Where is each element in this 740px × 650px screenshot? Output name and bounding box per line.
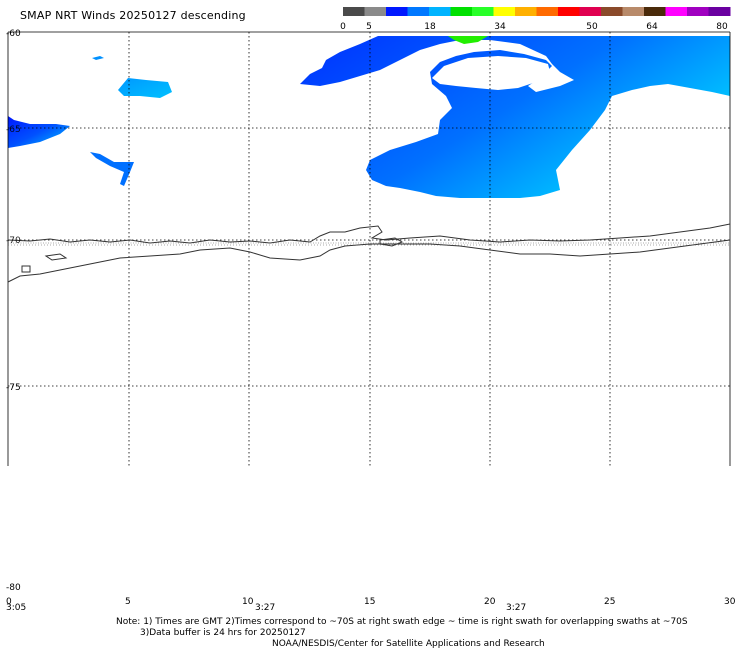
colorbar-swatch — [493, 7, 516, 16]
ice-shelf-hatch — [8, 242, 730, 246]
wind-patch-1 — [118, 78, 172, 98]
lat-label-60: -60 — [6, 29, 21, 39]
colorbar-swatch — [407, 7, 430, 16]
lat-label-80: -80 — [6, 583, 21, 593]
colorbar-swatch — [708, 7, 731, 16]
colorbar — [343, 7, 731, 16]
colorbar-swatch — [429, 7, 451, 16]
lon-label-5: 5 — [125, 597, 131, 607]
time-labels: 3:05 3:27 3:27 — [6, 603, 526, 613]
note-line-2: 3)Data buffer is 24 hrs for 20250127 — [140, 628, 306, 638]
time-label-2: 3:27 — [255, 603, 275, 613]
colorbar-label-50: 50 — [586, 22, 598, 32]
wind-patch-3 — [8, 116, 70, 148]
colorbar-swatch — [687, 7, 709, 16]
graticule — [8, 32, 730, 466]
colorbar-swatch — [472, 7, 494, 16]
lat-label-65: -65 — [6, 125, 21, 135]
colorbar-swatch — [601, 7, 623, 16]
lon-label-25: 25 — [604, 597, 615, 607]
colorbar-swatch — [343, 7, 365, 16]
note-line-3: NOAA/NESDIS/Center for Satellite Applica… — [272, 639, 545, 649]
colorbar-swatch — [364, 7, 387, 16]
colorbar-label-0: 0 — [340, 22, 346, 32]
colorbar-label-34: 34 — [494, 22, 506, 32]
wind-swaths — [8, 36, 730, 198]
lon-label-10: 10 — [242, 597, 254, 607]
wind-swath-main — [300, 36, 730, 198]
colorbar-label-5: 5 — [366, 22, 372, 32]
wind-patch-2 — [92, 56, 104, 60]
colorbar-swatch — [622, 7, 645, 16]
lon-label-20: 20 — [484, 597, 496, 607]
colorbar-swatch — [450, 7, 473, 16]
lon-label-0: 0 — [6, 597, 12, 607]
wind-swath-green — [448, 36, 488, 44]
colorbar-label-18: 18 — [424, 22, 436, 32]
colorbar-label-80: 80 — [716, 22, 728, 32]
map-title: SMAP NRT Winds 20250127 descending — [20, 9, 246, 22]
lat-label-70: -70 — [6, 236, 21, 246]
axis-frame — [7, 31, 731, 466]
colorbar-swatch — [515, 7, 537, 16]
coastline — [7, 223, 731, 283]
time-label-3: 3:27 — [506, 603, 526, 613]
colorbar-swatch — [386, 7, 408, 16]
wind-patch-4 — [90, 152, 134, 186]
lat-labels: -60 -65 -70 -75 -80 — [6, 29, 21, 593]
colorbar-swatch — [644, 7, 666, 16]
lon-label-30: 30 — [724, 597, 736, 607]
colorbar-label-64: 64 — [646, 22, 658, 32]
colorbar-swatch — [579, 7, 602, 16]
colorbar-swatch — [558, 7, 580, 16]
colorbar-swatch — [665, 7, 688, 16]
lon-label-15: 15 — [364, 597, 375, 607]
time-label-1: 3:05 — [6, 603, 26, 613]
note-line-1: Note: 1) Times are GMT 2)Times correspon… — [116, 617, 688, 627]
colorbar-swatch — [536, 7, 559, 16]
lat-label-75: -75 — [6, 383, 21, 393]
no-data-gap — [432, 56, 550, 90]
lon-labels: 0 5 10 15 20 25 30 — [6, 597, 736, 607]
